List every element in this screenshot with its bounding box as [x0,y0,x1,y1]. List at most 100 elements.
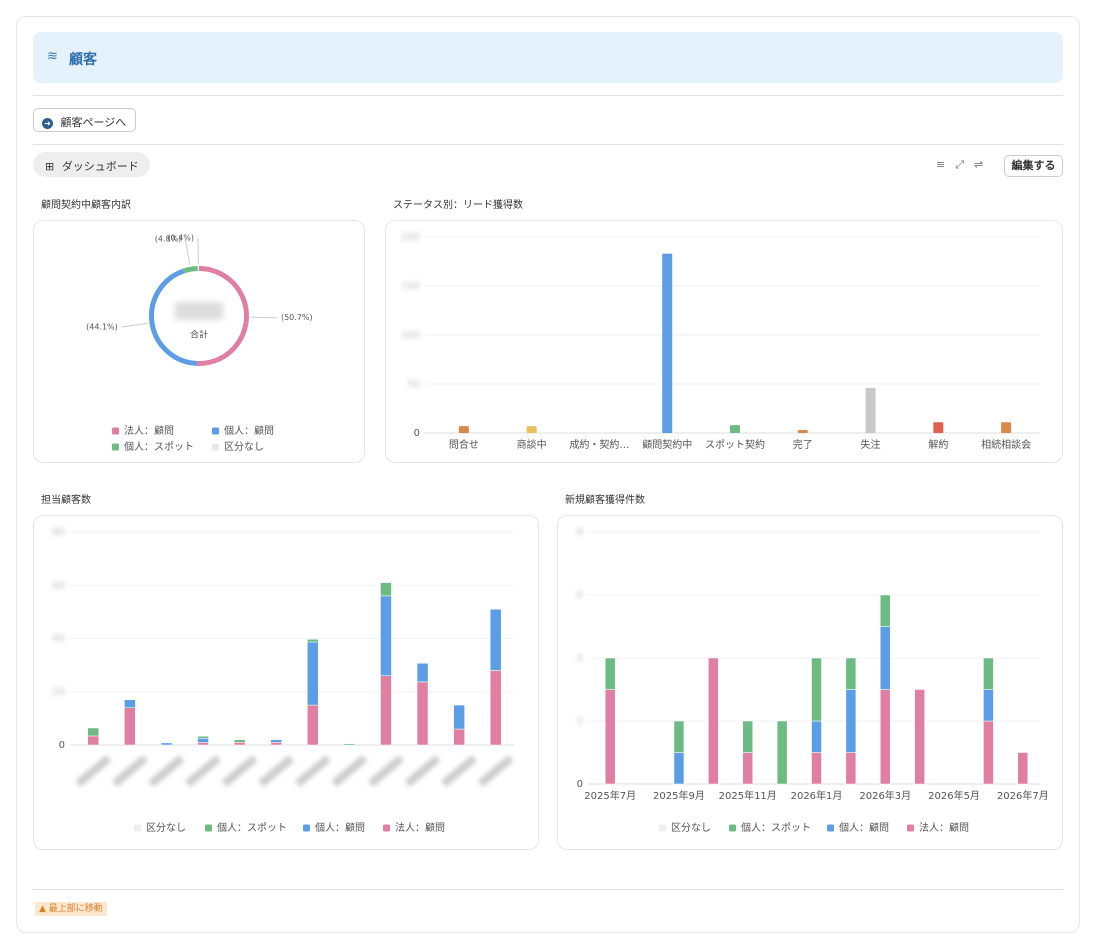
bar-segment [811,720,822,753]
x-tick-label: 2025年9月 [653,789,705,802]
legend-swatch [383,824,390,832]
bar-segment [673,720,685,753]
bar-segment [983,657,994,690]
y-tick-label: 0 [577,779,583,790]
bar [730,425,740,433]
legend-swatch [212,443,219,451]
toolbar-icons[interactable]: ≡⤢⇌ [936,158,994,171]
chart-card [385,220,1063,463]
y-tick-label: 40 [52,634,65,645]
bar-segment [307,704,319,746]
bar-segment [742,752,753,785]
blurred-x-label [477,755,514,787]
blurred-total [175,302,223,320]
arrow-icon: ➜ [42,117,53,129]
legend-swatch [303,824,310,832]
x-tick-label: 2025年11月 [719,789,777,802]
y-tick-label: 0 [414,428,420,439]
chart-card [33,515,539,850]
slice-label: (50.7%) [281,313,313,322]
y-tick-label: 200 [401,232,420,243]
center-label: 合計 [190,329,208,341]
chart-title: ステータス別：リード獲得数 [393,200,523,211]
divider [33,144,1063,145]
scroll-top-link[interactable]: ▲ 最上部に移動 [35,902,107,916]
legend-label: 法人：顧問 [395,821,445,834]
blurred-x-label [368,755,404,787]
blurred-x-label [331,755,368,787]
bar-segment [270,742,282,746]
bar-segment [983,720,994,785]
y-tick-label: 0 [59,740,65,751]
slice-label: (0.4%) [167,234,194,243]
bar-segment [811,752,822,785]
leader-line [121,322,148,328]
button-label: 顧客ページへ [60,116,127,129]
bar-segment [776,720,788,785]
blurred-x-label [185,755,221,787]
legend-swatch [907,824,914,832]
legend-swatch [112,443,119,451]
legend-swatch [729,824,736,832]
legend-label: 個人：スポット [741,821,811,834]
legend-swatch [134,824,141,832]
customer-page-button[interactable]: ➜ 顧客ページへ [33,108,136,132]
bar-segment [270,739,282,743]
bar-segment [197,742,209,746]
legend-swatch [659,824,666,832]
blurred-x-label [294,755,331,787]
dashboard-tab[interactable]: ⊞ ダッシュボード [33,152,150,177]
legend-label: 個人：スポット [124,440,194,453]
bar-segment [489,670,502,746]
bar-segment [1017,752,1029,785]
bar-segment [880,626,891,690]
bar-segment [416,681,429,746]
bar-segment [453,704,465,730]
bar-segment [742,720,753,753]
pie-slice [196,266,249,366]
bar-segment [307,641,319,706]
blurred-x-label [75,755,112,787]
divider [33,889,1063,890]
divider [33,95,1063,96]
bar-segment [124,699,136,708]
x-tick-label: 2026年3月 [859,789,911,802]
chart-title: 顧問契約中顧客内訳 [41,200,131,211]
bar-segment [604,689,616,785]
bar [662,253,673,433]
legend-label: 区分なし [146,822,186,834]
x-tick-label: 相続相談会 [981,438,1031,451]
legend-swatch [205,824,212,832]
edit-button[interactable]: 編集する [1004,155,1063,177]
bar-segment [811,657,822,722]
bar-segment [604,657,616,690]
bar [797,430,808,433]
grid-icon: ⊞ [45,160,55,173]
legend-label: 法人：顧問 [124,424,174,437]
y-tick-label: 60 [52,580,65,591]
header-title: 顧客 [69,52,97,68]
bar-segment [380,675,392,746]
y-tick-label: 100 [401,330,420,341]
bar-segment [416,663,429,683]
leader-line [250,316,277,319]
chart-title: 担当顧客数 [41,495,91,506]
y-tick-label: 6 [577,590,583,601]
bar [458,426,469,433]
pie-slice [182,266,198,274]
x-tick-label: 商談中 [517,438,547,451]
bar-segment [673,752,685,785]
bar-segment [380,595,392,677]
blurred-x-label [221,755,258,787]
blurred-x-label [148,755,185,787]
legend-label: 個人：顧問 [839,821,889,834]
blurred-x-label [441,755,478,787]
bar [526,426,537,433]
x-tick-label: 2025年7月 [584,789,636,802]
bar [933,422,944,433]
legend-swatch [212,427,219,435]
bar-segment [160,742,173,746]
x-tick-label: 問合せ [449,438,479,451]
x-tick-label: 2026年7月 [997,789,1049,802]
